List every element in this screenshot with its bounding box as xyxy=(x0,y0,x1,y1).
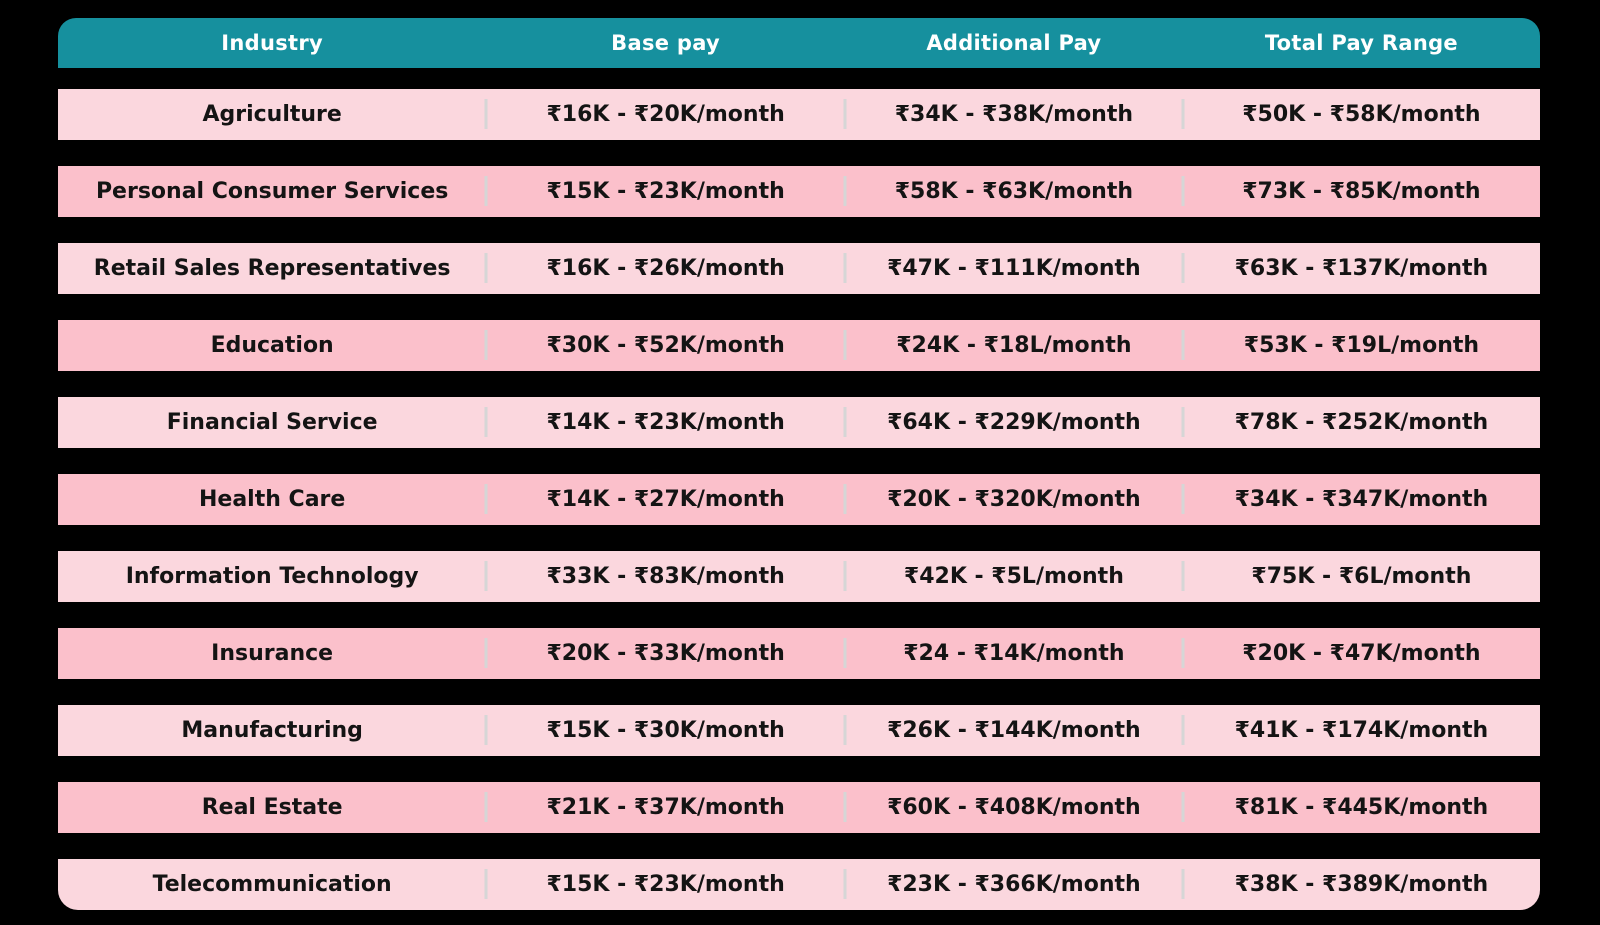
cell-total-pay-range: ₹20K - ₹47K/month xyxy=(1181,638,1540,668)
cell-industry: Manufacturing xyxy=(181,718,363,743)
cell-additional-pay: ₹26K - ₹144K/month xyxy=(843,715,1183,745)
cell-base-pay: ₹30K - ₹52K/month xyxy=(484,330,845,360)
cell-additional-pay: ₹60K - ₹408K/month xyxy=(843,792,1183,822)
table-row: Retail Sales Representatives ₹16K - ₹26K/… xyxy=(58,243,1540,294)
cell-additional-pay: ₹23K - ₹366K/month xyxy=(843,869,1183,899)
cell-industry: Insurance xyxy=(211,641,334,666)
column-divider xyxy=(484,561,488,591)
table-row: Education ₹30K - ₹52K/month ₹24K - ₹18L/mo… xyxy=(58,320,1540,371)
salary-table: Industry Base pay Additional Pay Total P… xyxy=(58,18,1540,910)
column-divider xyxy=(1181,869,1185,899)
column-divider xyxy=(484,176,488,206)
cell-total-pay-range: ₹38K - ₹389K/month xyxy=(1181,869,1540,899)
column-divider xyxy=(1181,715,1185,745)
cell-total-pay-range: ₹75K - ₹6L/month xyxy=(1181,561,1540,591)
cell-total-pay-range: ₹41K - ₹174K/month xyxy=(1181,715,1540,745)
table-row: Information Technology ₹33K - ₹83K/month ₹… xyxy=(58,551,1540,602)
column-divider xyxy=(484,715,488,745)
column-divider xyxy=(484,792,488,822)
column-divider xyxy=(484,99,488,129)
cell-total-pay-range: ₹73K - ₹85K/month xyxy=(1181,176,1540,206)
column-header-base-pay: Base pay xyxy=(611,31,721,55)
cell-total-pay-range: ₹78K - ₹252K/month xyxy=(1181,407,1540,437)
table-row: Telecommunication ₹15K - ₹23K/month ₹23K -… xyxy=(58,859,1540,910)
cell-industry: Financial Service xyxy=(166,410,378,435)
cell-industry: Telecommunication xyxy=(152,872,392,897)
cell-additional-pay: ₹58K - ₹63K/month xyxy=(843,176,1183,206)
cell-base-pay: ₹14K - ₹23K/month xyxy=(484,407,845,437)
cell-industry: Health Care xyxy=(198,487,346,512)
cell-base-pay: ₹21K - ₹37K/month xyxy=(484,792,845,822)
column-divider xyxy=(843,715,847,745)
column-divider xyxy=(843,484,847,514)
table-body: Agriculture ₹16K - ₹20K/month ₹34K - ₹38K/… xyxy=(58,89,1540,910)
column-header-industry: Industry xyxy=(221,31,324,55)
column-divider xyxy=(843,638,847,668)
cell-industry: Agriculture xyxy=(202,102,342,127)
column-divider xyxy=(1181,176,1185,206)
cell-base-pay: ₹15K - ₹30K/month xyxy=(484,715,845,745)
column-divider xyxy=(484,330,488,360)
cell-total-pay-range: ₹63K - ₹137K/month xyxy=(1181,253,1540,283)
table-row: Manufacturing ₹15K - ₹30K/month ₹26K - ₹14… xyxy=(58,705,1540,756)
cell-total-pay-range: ₹50K - ₹58K/month xyxy=(1181,99,1540,129)
column-divider xyxy=(1181,330,1185,360)
table-row: Insurance ₹20K - ₹33K/month ₹24 - ₹14K/mon… xyxy=(58,628,1540,679)
cell-industry: Real Estate xyxy=(201,795,343,820)
cell-additional-pay: ₹20K - ₹320K/month xyxy=(843,484,1183,514)
table-row: Personal Consumer Services ₹15K - ₹23K/mo… xyxy=(58,166,1540,217)
column-header-additional-pay: Additional Pay xyxy=(926,31,1102,55)
cell-additional-pay: ₹24 - ₹14K/month xyxy=(843,638,1183,668)
column-divider xyxy=(843,330,847,360)
column-divider xyxy=(843,792,847,822)
column-divider xyxy=(843,407,847,437)
table-header-row: Industry Base pay Additional Pay Total P… xyxy=(58,18,1540,68)
cell-total-pay-range: ₹53K - ₹19L/month xyxy=(1181,330,1540,360)
column-divider xyxy=(1181,484,1185,514)
column-divider xyxy=(484,253,488,283)
cell-additional-pay: ₹24K - ₹18L/month xyxy=(843,330,1183,360)
column-divider xyxy=(1181,638,1185,668)
cell-base-pay: ₹33K - ₹83K/month xyxy=(484,561,845,591)
column-divider xyxy=(1181,99,1185,129)
cell-additional-pay: ₹34K - ₹38K/month xyxy=(843,99,1183,129)
column-divider xyxy=(484,869,488,899)
column-divider xyxy=(1181,561,1185,591)
table-row: Health Care ₹14K - ₹27K/month ₹20K - ₹320K… xyxy=(58,474,1540,525)
column-divider xyxy=(484,484,488,514)
column-divider xyxy=(484,407,488,437)
column-divider xyxy=(843,99,847,129)
column-divider xyxy=(1181,792,1185,822)
cell-base-pay: ₹15K - ₹23K/month xyxy=(484,176,845,206)
cell-base-pay: ₹16K - ₹26K/month xyxy=(484,253,845,283)
cell-base-pay: ₹20K - ₹33K/month xyxy=(484,638,845,668)
cell-industry: Education xyxy=(210,333,334,358)
cell-total-pay-range: ₹34K - ₹347K/month xyxy=(1181,484,1540,514)
table-row: Real Estate ₹21K - ₹37K/month ₹60K - ₹408K… xyxy=(58,782,1540,833)
cell-base-pay: ₹16K - ₹20K/month xyxy=(484,99,845,129)
cell-industry: Personal Consumer Services xyxy=(95,179,449,204)
cell-base-pay: ₹15K - ₹23K/month xyxy=(484,869,845,899)
cell-industry: Information Technology xyxy=(125,564,419,589)
cell-additional-pay: ₹42K - ₹5L/month xyxy=(843,561,1183,591)
table-row: Agriculture ₹16K - ₹20K/month ₹34K - ₹38K/… xyxy=(58,89,1540,140)
table-row: Financial Service ₹14K - ₹23K/month ₹64K -… xyxy=(58,397,1540,448)
cell-total-pay-range: ₹81K - ₹445K/month xyxy=(1181,792,1540,822)
cell-additional-pay: ₹47K - ₹111K/month xyxy=(843,253,1183,283)
column-divider xyxy=(843,253,847,283)
column-divider xyxy=(1181,407,1185,437)
column-divider xyxy=(843,176,847,206)
column-divider xyxy=(1181,253,1185,283)
cell-additional-pay: ₹64K - ₹229K/month xyxy=(843,407,1183,437)
cell-industry: Retail Sales Representatives xyxy=(93,256,451,281)
column-header-total-pay-range: Total Pay Range xyxy=(1264,31,1458,55)
cell-base-pay: ₹14K - ₹27K/month xyxy=(484,484,845,514)
column-divider xyxy=(843,561,847,591)
column-divider xyxy=(843,869,847,899)
column-divider xyxy=(484,638,488,668)
